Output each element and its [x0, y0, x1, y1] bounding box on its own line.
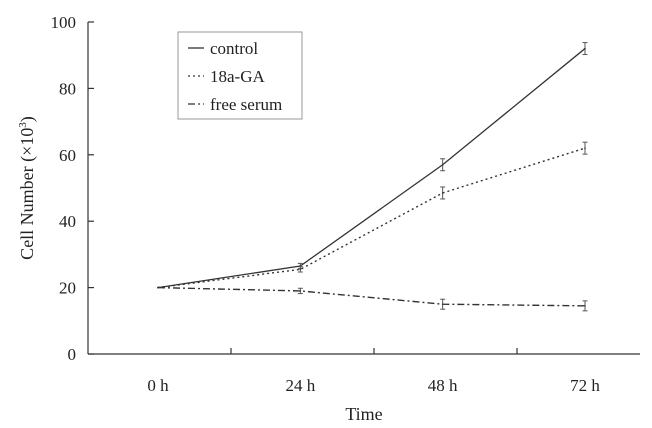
data-point [299, 290, 302, 292]
data-point [441, 163, 444, 166]
series-layer [157, 42, 588, 312]
series-18a-ga [157, 141, 588, 289]
series-line [157, 147, 586, 289]
axis-titles: Time Cell Number (×103) [17, 116, 383, 424]
series-line [157, 286, 586, 307]
tick-labels: 0 20 40 60 80 100 0 h 24 h 48 h 72 h [51, 13, 601, 395]
data-point [584, 147, 586, 149]
y-axis-title: Cell Number (×103) [17, 116, 38, 260]
y-tick-label: 0 [68, 345, 77, 364]
x-tick-label: 24 h [285, 376, 315, 395]
x-tick-label: 0 h [147, 376, 169, 395]
x-tick-label: 48 h [428, 376, 458, 395]
legend-label: control [210, 39, 258, 58]
legend-label: free serum [210, 95, 282, 114]
x-tick-label: 72 h [570, 376, 600, 395]
y-tick-label: 60 [59, 146, 76, 165]
axes [87, 22, 640, 355]
y-axis-title-close: ) [17, 116, 38, 122]
y-tick-label: 20 [59, 279, 76, 298]
y-axis-title-main: Cell Number (×10 [17, 128, 38, 260]
y-tick-label: 40 [59, 212, 76, 231]
series-free-serum [157, 286, 588, 312]
legend: control 18a-GA free serum [177, 31, 303, 120]
data-point [584, 47, 586, 50]
y-axis-title-superscript: 3 [17, 122, 29, 128]
series-line [157, 48, 586, 289]
x-axis-title: Time [345, 404, 382, 424]
y-tick-label: 80 [59, 79, 76, 98]
y-tick-label: 100 [51, 13, 77, 32]
data-point [299, 268, 302, 271]
data-point [441, 192, 444, 194]
data-point [441, 303, 444, 306]
data-point [584, 305, 586, 307]
legend-label: 18a-GA [210, 67, 265, 86]
data-point [157, 286, 159, 289]
